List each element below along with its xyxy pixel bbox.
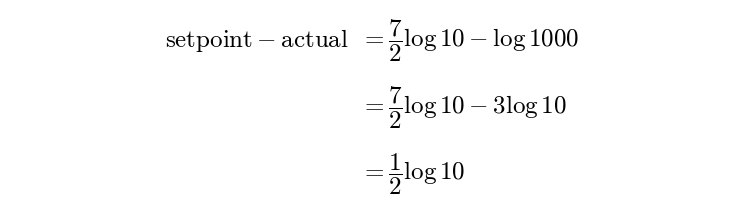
Text: $= \dfrac{7}{2} \log 10 - 3 \log 10$: $= \dfrac{7}{2} \log 10 - 3 \log 10$ — [360, 84, 567, 130]
Text: $\mathrm{setpoint} - \mathrm{actual}$: $\mathrm{setpoint} - \mathrm{actual}$ — [165, 27, 349, 54]
Text: $= \dfrac{7}{2} \log 10 - \log 1000$: $= \dfrac{7}{2} \log 10 - \log 1000$ — [360, 17, 579, 64]
Text: $= \dfrac{1}{2} \log 10$: $= \dfrac{1}{2} \log 10$ — [360, 151, 465, 197]
